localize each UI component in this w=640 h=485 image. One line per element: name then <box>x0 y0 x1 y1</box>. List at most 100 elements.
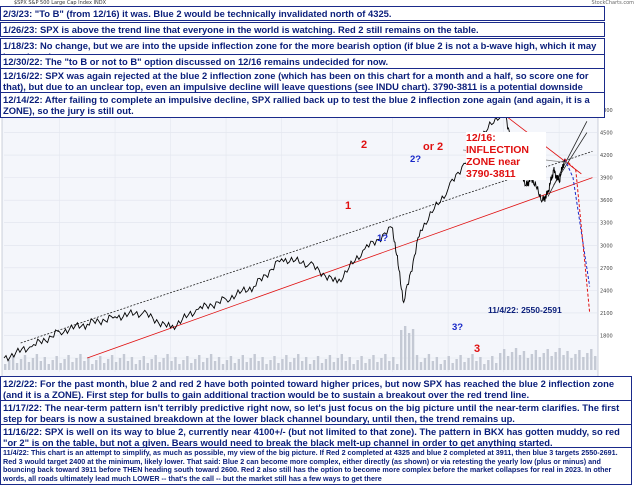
note-12-2-22: 12/2/22: For the past month, blue 2 and … <box>0 376 632 402</box>
volume-bar <box>205 358 209 370</box>
volume-bar <box>301 361 304 370</box>
volume-bar <box>7 360 11 370</box>
volume-bar <box>562 355 565 370</box>
volume-bar <box>293 358 296 370</box>
blue-label-3: 3? <box>452 322 464 333</box>
volume-bar <box>126 361 130 370</box>
volume-bar <box>510 352 514 370</box>
red-label-3: 3 <box>474 343 481 355</box>
volume-bar <box>419 362 423 370</box>
volume-bar <box>534 350 538 370</box>
volume-bar <box>63 359 66 370</box>
volume-bar <box>190 363 193 370</box>
volume-bar <box>103 363 106 370</box>
volume-bar <box>79 354 82 370</box>
volume-bar <box>233 363 237 370</box>
volume-bar <box>392 357 395 370</box>
volume-bar <box>340 354 343 370</box>
volume-bar <box>241 355 244 370</box>
y-axis: 1800 2100 2400 2700 3000 3300 3600 3900 4200 4500… <box>600 108 613 339</box>
volume-bar <box>47 364 50 370</box>
volume-bar <box>582 357 585 370</box>
volume-bar <box>308 364 312 370</box>
y-tick-label: 3000 <box>600 243 613 249</box>
volume-bar <box>324 359 328 370</box>
volume-bar <box>423 358 427 370</box>
volume-bar <box>332 362 336 370</box>
volume-bar <box>443 360 446 370</box>
volume-bar <box>221 364 225 370</box>
red-label-1: 1 <box>345 200 352 212</box>
volume-bar <box>463 362 466 370</box>
volume-bar <box>447 356 450 370</box>
volume-bar <box>281 359 284 370</box>
volume-bar <box>237 359 241 370</box>
volume-bar <box>277 363 280 370</box>
volume-bar <box>376 362 379 370</box>
volume-bar <box>27 362 31 370</box>
y-tick-label: 4200 <box>600 153 613 159</box>
note-11-17-22: 11/17/22: The near-term pattern isn't te… <box>0 400 632 426</box>
volume-bar <box>570 358 573 370</box>
volume-bars <box>4 326 597 370</box>
volume-bar <box>229 356 233 370</box>
y-tick-label: 1800 <box>600 333 613 339</box>
volume-bar <box>213 361 217 370</box>
volume-bar <box>95 360 98 370</box>
volume-bar <box>518 355 522 370</box>
volume-bar <box>506 356 510 370</box>
volume-bar <box>578 350 581 370</box>
volume-bar <box>542 353 545 370</box>
volume-bar <box>403 326 407 370</box>
volume-bar <box>19 359 23 370</box>
volume-bar <box>285 355 288 370</box>
volume-bar <box>253 354 256 370</box>
volume-bar <box>491 356 494 370</box>
volume-bar <box>71 362 74 370</box>
volume-bar <box>178 364 181 370</box>
volume-bar <box>114 362 118 370</box>
volume-bar <box>269 360 272 370</box>
volume-bar <box>471 354 474 370</box>
volume-bar <box>273 356 276 370</box>
volume-bar <box>43 357 46 370</box>
volume-bar <box>328 355 332 370</box>
volume-bar <box>538 357 541 370</box>
volume-bar <box>11 356 15 370</box>
volume-bar <box>182 360 185 370</box>
volume-bar <box>502 349 506 370</box>
volume-bar <box>400 330 403 370</box>
volume-bar <box>356 360 359 370</box>
volume-bar <box>475 361 478 370</box>
y-tick-label: 2700 <box>600 266 613 272</box>
price-series <box>3 108 566 362</box>
volume-bar <box>138 360 142 370</box>
volume-bar <box>427 354 431 370</box>
y-tick-label: 4500 <box>600 131 613 137</box>
y-tick-label: 2400 <box>600 288 613 294</box>
volume-bar <box>459 355 462 370</box>
volume-bar <box>158 362 161 370</box>
volume-bar <box>411 329 415 370</box>
volume-bar <box>566 351 569 370</box>
volume-bar <box>122 354 126 370</box>
volume-bar <box>225 360 229 370</box>
volume-bar <box>261 357 264 370</box>
target-label: 11/4/22: 2550-2591 <box>488 305 562 315</box>
volume-bar <box>451 363 454 370</box>
volume-bar <box>590 349 593 370</box>
volume-bar <box>364 363 367 370</box>
volume-bar <box>209 354 213 370</box>
volume-bar <box>574 354 577 370</box>
volume-bar <box>396 364 399 370</box>
volume-bar <box>316 356 320 370</box>
volume-bar <box>23 355 27 370</box>
volume-bar <box>558 348 561 370</box>
volume-bar <box>59 363 62 370</box>
melt-up-channel-lower-line <box>553 132 588 186</box>
volume-bar <box>15 363 19 370</box>
volume-bar <box>530 354 534 370</box>
volume-bar <box>202 362 205 370</box>
volume-bar <box>150 359 153 370</box>
